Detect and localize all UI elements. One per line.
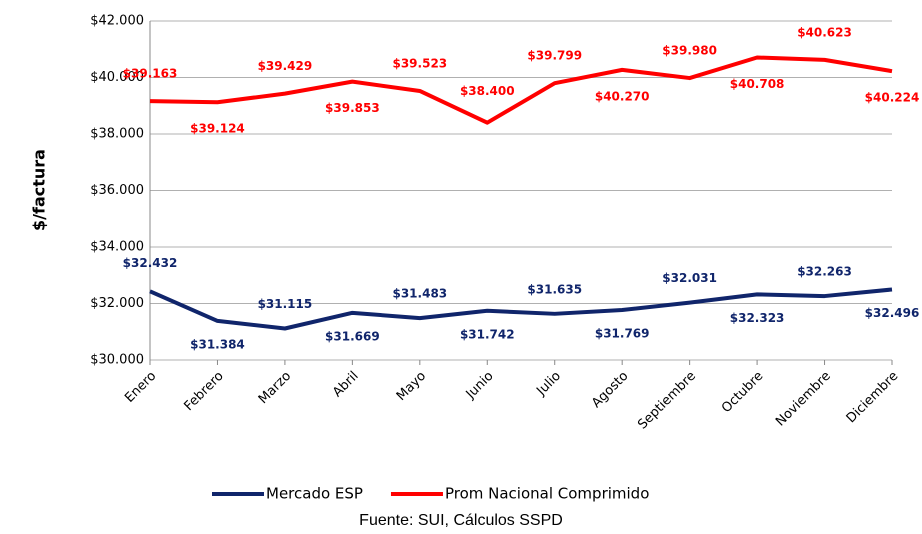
x-tick-label: Diciembre xyxy=(844,369,902,427)
data-label: $40.270 xyxy=(595,89,650,103)
x-tick-label: Febrero xyxy=(181,369,226,414)
data-label: $39.523 xyxy=(392,56,447,70)
y-tick-label: $36.000 xyxy=(90,183,144,198)
y-tick-label: $30.000 xyxy=(90,353,144,368)
data-label: $32.263 xyxy=(797,265,852,279)
data-label: $31.635 xyxy=(527,282,582,296)
y-tick-label: $34.000 xyxy=(90,240,144,255)
data-label: $39.124 xyxy=(190,122,245,136)
data-label: $31.769 xyxy=(595,327,650,341)
x-tick-label: Octubre xyxy=(719,369,766,416)
x-tick-label: Noviembre xyxy=(773,369,834,430)
data-label: $38.400 xyxy=(460,84,515,98)
data-label: $31.384 xyxy=(190,337,245,351)
x-tick-label: Septiembre xyxy=(635,369,699,433)
x-tick-label: Mayo xyxy=(394,369,429,404)
data-label: $32.432 xyxy=(123,256,178,270)
x-tick-label: Agosto xyxy=(589,369,631,411)
data-label: $31.669 xyxy=(325,329,380,343)
data-label: $32.496 xyxy=(865,306,920,320)
data-label: $39.853 xyxy=(325,101,380,115)
x-tick-label: Marzo xyxy=(256,369,294,407)
series-line xyxy=(149,55,893,125)
y-tick-label: $40.000 xyxy=(90,70,144,85)
data-label: $39.163 xyxy=(123,67,178,81)
data-label: $31.115 xyxy=(258,297,313,311)
series-line xyxy=(149,287,893,331)
data-label: $40.623 xyxy=(797,25,852,39)
data-label: $39.799 xyxy=(527,49,582,63)
x-tick-label: Abril xyxy=(330,369,362,401)
x-tick-label: Enero xyxy=(122,369,159,406)
legend-label: Prom Nacional Comprimido xyxy=(445,485,649,503)
legend-label: Mercado ESP xyxy=(266,485,363,503)
x-tick-label: Junio xyxy=(463,369,497,403)
source-note: Fuente: SUI, Cálculos SSPD xyxy=(359,512,563,529)
data-label: $32.031 xyxy=(662,271,717,285)
data-label: $31.742 xyxy=(460,327,515,341)
data-label: $40.224 xyxy=(865,91,920,105)
data-label: $39.980 xyxy=(662,44,717,58)
data-label: $40.708 xyxy=(730,77,785,91)
data-label: $39.429 xyxy=(258,59,313,73)
x-tick-label: Julio xyxy=(533,369,564,400)
y-tick-label: $38.000 xyxy=(90,127,144,142)
y-tick-label: $42.000 xyxy=(90,14,144,29)
data-label: $31.483 xyxy=(392,287,447,301)
y-axis-label: $/factura xyxy=(30,149,49,231)
data-label: $32.323 xyxy=(730,311,785,325)
y-tick-label: $32.000 xyxy=(90,296,144,311)
